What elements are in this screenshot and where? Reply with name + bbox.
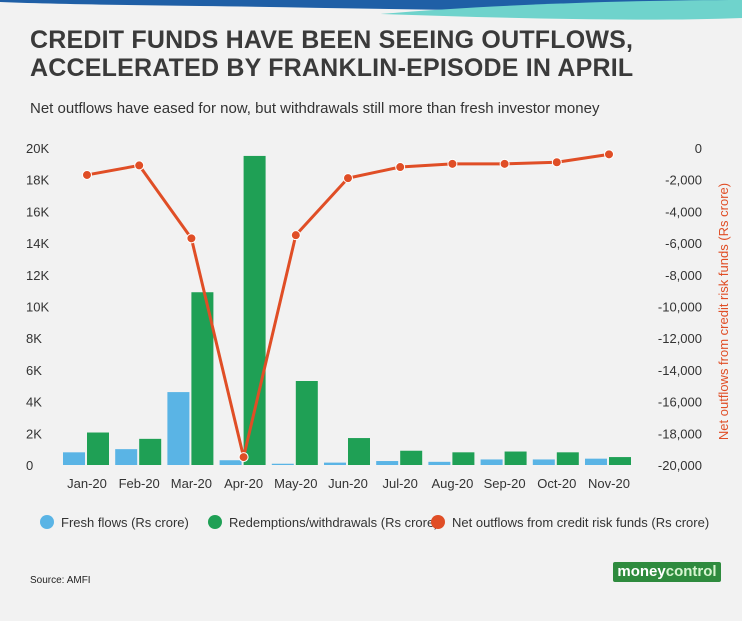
bar-redemptions xyxy=(556,452,579,465)
x-tick-label: Oct-20 xyxy=(537,476,576,491)
point-net-outflows xyxy=(395,162,406,173)
x-tick-label: Sep-20 xyxy=(484,476,526,491)
legend-marker xyxy=(431,515,445,529)
y-left-tick-label: 20K xyxy=(26,141,49,156)
bar-fresh-flows xyxy=(532,459,555,465)
point-net-outflows xyxy=(238,452,249,463)
bar-fresh-flows xyxy=(480,459,503,465)
x-tick-label: Jul-20 xyxy=(382,476,417,491)
logo-text-control: control xyxy=(665,563,717,580)
y-right-tick-label: -20,000 xyxy=(658,458,702,473)
point-net-outflows xyxy=(82,169,92,180)
chart-title: CREDIT FUNDS HAVE BEEN SEEING OUTFLOWS, … xyxy=(30,26,633,82)
y-left-tick-label: 10K xyxy=(26,300,49,315)
bar-redemptions xyxy=(139,438,162,465)
legend-label: Fresh flows (Rs crore) xyxy=(61,515,189,530)
bar-redemptions xyxy=(609,457,631,465)
x-tick-label: Feb-20 xyxy=(119,476,160,491)
combo-chart: 0 2K 4K 6K 8K 10K 12K 14K 16K 18K 20K 0 -2,000 -4,000… xyxy=(26,141,731,530)
bar-fresh-flows xyxy=(167,392,190,465)
y-left-tick-label: 12K xyxy=(26,268,49,283)
legend-marker xyxy=(40,515,54,529)
chart-subtitle: Net outflows have eased for now, but wit… xyxy=(30,100,600,117)
y-right-tick-label: -10,000 xyxy=(658,300,702,315)
point-net-outflows xyxy=(290,230,301,241)
y-left-tick-label: 4K xyxy=(26,395,42,410)
point-net-outflows xyxy=(447,158,458,169)
y-right-tick-label: -16,000 xyxy=(658,395,702,410)
line-net-outflows xyxy=(86,152,610,459)
bar-redemptions xyxy=(348,438,370,465)
y-right-tick-label: -14,000 xyxy=(658,363,702,378)
bar-fresh-flows xyxy=(324,462,346,465)
bar-redemptions xyxy=(87,432,109,465)
bar-fresh-flows xyxy=(219,460,242,465)
y-right-tick-label: -12,000 xyxy=(658,331,702,346)
point-net-outflows xyxy=(134,160,145,171)
y-left-tick-label: 14K xyxy=(26,236,49,251)
point-net-outflows xyxy=(604,149,614,160)
y-left-tick-label: 0 xyxy=(26,458,33,473)
bar-redemptions xyxy=(504,451,527,465)
logo-text-money: money xyxy=(617,563,666,580)
legend-marker xyxy=(208,515,222,529)
y-right-tick-label: -8,000 xyxy=(665,268,702,283)
y-left-tick-label: 18K xyxy=(26,173,49,188)
bar-redemptions xyxy=(452,452,475,465)
y-left-tick-label: 6K xyxy=(26,363,42,378)
moneycontrol-logo: moneycontrol xyxy=(613,562,721,582)
x-tick-label: Apr-20 xyxy=(224,476,263,491)
x-tick-label: Jun-20 xyxy=(328,476,368,491)
y-left-tick-label: 16K xyxy=(26,204,49,219)
bar-fresh-flows xyxy=(63,452,85,465)
point-net-outflows xyxy=(343,173,353,184)
point-net-outflows xyxy=(551,157,562,168)
bar-fresh-flows xyxy=(376,461,399,465)
x-tick-label: Nov-20 xyxy=(588,476,630,491)
y-right-tick-label: 0 xyxy=(695,141,702,156)
x-tick-label: Aug-20 xyxy=(431,476,473,491)
source-note: Source: AMFI xyxy=(30,575,91,586)
bar-redemptions xyxy=(295,380,318,465)
point-net-outflows xyxy=(186,233,197,244)
bar-redemptions xyxy=(400,450,423,465)
legend-label: Net outflows from credit risk funds (Rs … xyxy=(452,515,709,530)
legend-label: Redemptions/withdrawals (Rs crore) xyxy=(229,515,439,530)
chart-title-line-1: CREDIT FUNDS HAVE BEEN SEEING OUTFLOWS, xyxy=(30,26,634,54)
y-right-tick-label: -4,000 xyxy=(665,204,702,219)
chart-title-line-2: ACCELERATED BY FRANKLIN-EPISODE IN APRIL xyxy=(30,54,634,82)
y-right-axis-label: Net outflows from credit risk funds (Rs … xyxy=(716,183,731,440)
x-tick-label: Mar-20 xyxy=(171,476,212,491)
point-net-outflows xyxy=(499,158,510,169)
bar-fresh-flows xyxy=(428,461,451,465)
x-tick-label: May-20 xyxy=(274,476,317,491)
y-right-tick-label: -18,000 xyxy=(658,426,702,441)
bar-fresh-flows xyxy=(585,458,607,465)
y-right-tick-label: -6,000 xyxy=(665,236,702,251)
y-left-tick-label: 8K xyxy=(26,331,42,346)
bar-fresh-flows xyxy=(271,463,294,465)
decorative-top-band xyxy=(0,0,742,20)
bar-redemptions xyxy=(243,155,266,466)
y-left-tick-label: 2K xyxy=(26,426,42,441)
bar-redemptions xyxy=(191,292,214,465)
bar-fresh-flows xyxy=(115,449,138,465)
x-tick-label: Jan-20 xyxy=(67,476,107,491)
y-right-tick-label: -2,000 xyxy=(665,173,702,188)
